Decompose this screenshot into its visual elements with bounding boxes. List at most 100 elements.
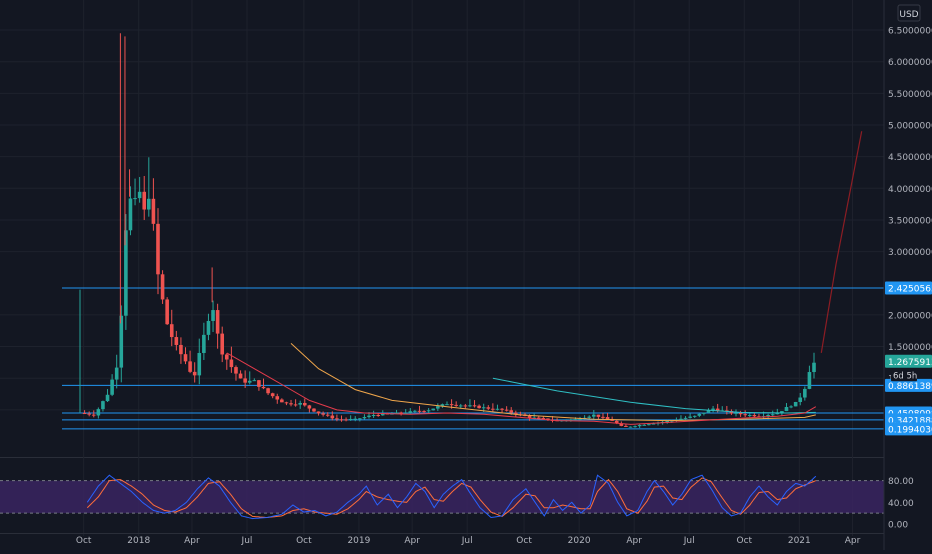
candle-body [353, 418, 358, 420]
candle-body [647, 424, 651, 426]
candle-body [770, 414, 775, 416]
candle-body [784, 406, 789, 412]
candle-body [546, 418, 550, 420]
time-tick-label: Apr [184, 536, 200, 546]
oscillator-tick-label: 40.00 [888, 499, 914, 509]
candle-body [679, 418, 683, 420]
candle-body [793, 401, 798, 407]
candle-body [142, 191, 147, 210]
last-price-badge [885, 354, 932, 368]
candle-body [619, 423, 624, 426]
candle-body [147, 198, 151, 210]
candle-body [628, 426, 633, 428]
candle-body [344, 419, 348, 421]
candle-body [174, 337, 179, 345]
candle-body [569, 419, 573, 421]
candle-body [729, 411, 734, 414]
candle-body [408, 411, 413, 413]
candle-body [734, 412, 738, 414]
candle-body [358, 418, 362, 420]
candle-body [252, 380, 257, 382]
candle-body [280, 399, 284, 403]
price-level-badge [885, 281, 932, 295]
candle-body [101, 401, 105, 410]
candle-body [160, 274, 165, 300]
time-tick-label: Jul [461, 536, 473, 546]
candle-body [367, 415, 371, 418]
price-tick-label: 4.50000000 [888, 153, 932, 163]
price-tick-label: 6.50000000 [888, 27, 932, 37]
candle-body [706, 410, 711, 413]
candle-body [711, 408, 715, 411]
candle-body [637, 425, 642, 427]
candle-body [325, 414, 330, 416]
currency-label: USD [899, 10, 918, 20]
candle-body [197, 352, 202, 376]
candle-body [105, 394, 110, 402]
price-tick-label: 2.00000000 [888, 311, 932, 321]
candle-body [436, 406, 440, 409]
time-tick-label: Oct [516, 536, 532, 546]
oscillator-tick-label: 0.00 [888, 521, 908, 531]
candle-body [803, 388, 807, 398]
candle-body [587, 416, 592, 418]
candle-body [725, 410, 729, 412]
candle-body [119, 315, 124, 368]
oscillator-tick-label: 80.00 [888, 477, 914, 487]
candle-body [766, 415, 770, 417]
candle-body [96, 409, 101, 416]
candle-body [293, 404, 298, 406]
candle-body [573, 419, 578, 421]
candle-body [798, 397, 803, 402]
candle-body [247, 380, 252, 383]
candle-body [284, 402, 289, 404]
candle-body [275, 396, 280, 400]
moving-average-line [290, 343, 816, 422]
candle-body [257, 380, 261, 387]
time-tick-label: Apr [626, 536, 642, 546]
candle-body [592, 414, 596, 417]
candle-body [417, 410, 422, 412]
candle-body [422, 411, 426, 413]
candle-body [371, 415, 376, 417]
candle-body [179, 344, 183, 355]
candle-body [747, 414, 752, 416]
candle-body [307, 405, 312, 409]
candle-body [527, 416, 532, 418]
candle-body [266, 388, 270, 394]
candle-body [137, 191, 142, 199]
candle-body [738, 412, 743, 415]
price-tick-label: 1.50000000 [888, 343, 932, 353]
currency-badge[interactable] [897, 4, 921, 22]
candle-body [624, 425, 628, 427]
time-tick-label: Jul [683, 536, 695, 546]
candle-body [596, 414, 601, 417]
candle-body [225, 354, 229, 360]
candle-body [82, 413, 87, 415]
candle-body [124, 230, 128, 316]
candle-body [188, 361, 192, 372]
candle-body [715, 408, 720, 411]
candle-body [348, 418, 353, 420]
candle-body [491, 408, 495, 410]
projection-line[interactable] [820, 131, 863, 353]
candle-body [202, 334, 206, 353]
candle-body [165, 299, 169, 325]
candle-body [316, 411, 321, 414]
price-axis-background [884, 0, 932, 550]
candle-body [789, 406, 793, 408]
time-tick-label: 2019 [347, 536, 370, 546]
candle-body [220, 333, 225, 355]
candle-body [743, 414, 747, 416]
candle-body [633, 426, 637, 428]
candle-body [472, 405, 477, 407]
stoch-d-line [86, 477, 817, 519]
last-price-label: 1.26759138 [888, 358, 932, 368]
countdown-badge [891, 368, 917, 382]
price-level-label: 0.19940305 [888, 425, 932, 435]
candle-body [399, 412, 403, 414]
candle-body [458, 405, 463, 407]
candle-body [376, 415, 380, 417]
